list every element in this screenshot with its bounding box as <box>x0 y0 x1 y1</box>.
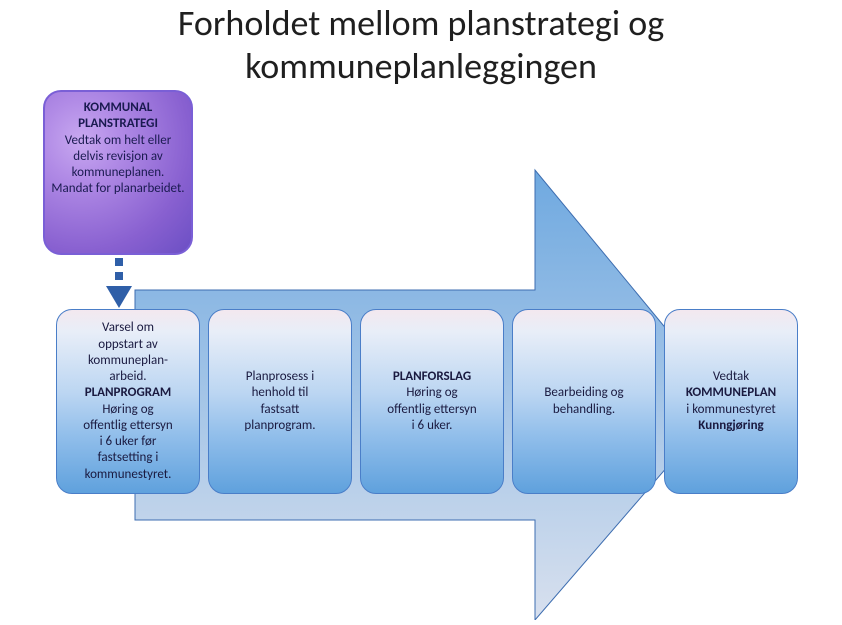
step-line: henhold til <box>252 385 309 401</box>
step-5: VedtakKOMMUNEPLANi kommunestyretKunngjør… <box>664 309 798 494</box>
title-line-1: Forholdet mellom planstrategi og <box>178 1 664 45</box>
step-line: Høring og <box>406 385 457 401</box>
step-line: PLANFORSLAG <box>393 369 471 385</box>
page-title: Forholdet mellom planstrategi og kommune… <box>0 0 842 88</box>
process-steps: Varsel omoppstart avkommuneplan-arbeid.P… <box>56 309 836 494</box>
step-line: arbeid. <box>109 369 146 385</box>
title-line-2: kommuneplanleggingen <box>245 44 597 88</box>
step-line: KOMMUNEPLAN <box>686 385 776 401</box>
step-line: fastsetting i <box>98 450 159 466</box>
step-line: planprogram. <box>244 418 315 434</box>
step-line: oppstart av <box>98 337 158 353</box>
step-line: Høring og <box>102 402 153 418</box>
step-line: PLANPROGRAM <box>85 385 172 401</box>
step-line: fastsatt <box>261 402 300 418</box>
step-line: Varsel om <box>102 320 154 336</box>
step-line: behandling. <box>553 402 615 418</box>
planstrategi-header-2: PLANSTRATEGI <box>51 116 185 132</box>
step-line: Kunngjøring <box>698 418 763 434</box>
step-1: Varsel omoppstart avkommuneplan-arbeid.P… <box>56 309 200 494</box>
planstrategi-header-1: KOMMUNAL <box>51 100 185 116</box>
step-2: Planprosess ihenhold tilfastsattplanprog… <box>208 309 352 494</box>
step-line: i 6 uker før <box>100 434 157 450</box>
step-line: Planprosess i <box>246 369 314 385</box>
step-3: PLANFORSLAGHøring ogoffentlig ettersyni … <box>360 309 504 494</box>
step-line: offentlig ettersyn <box>387 402 477 418</box>
step-4: Bearbeiding ogbehandling. <box>512 309 656 494</box>
step-line: i 6 uker. <box>412 418 453 434</box>
step-line: offentlig ettersyn <box>83 418 173 434</box>
step-line: kommunestyret. <box>85 467 172 483</box>
step-line: Vedtak <box>713 369 749 385</box>
step-line: Bearbeiding og <box>544 385 623 401</box>
step-line: kommuneplan- <box>88 353 168 369</box>
step-line: i kommunestyret <box>686 402 775 418</box>
